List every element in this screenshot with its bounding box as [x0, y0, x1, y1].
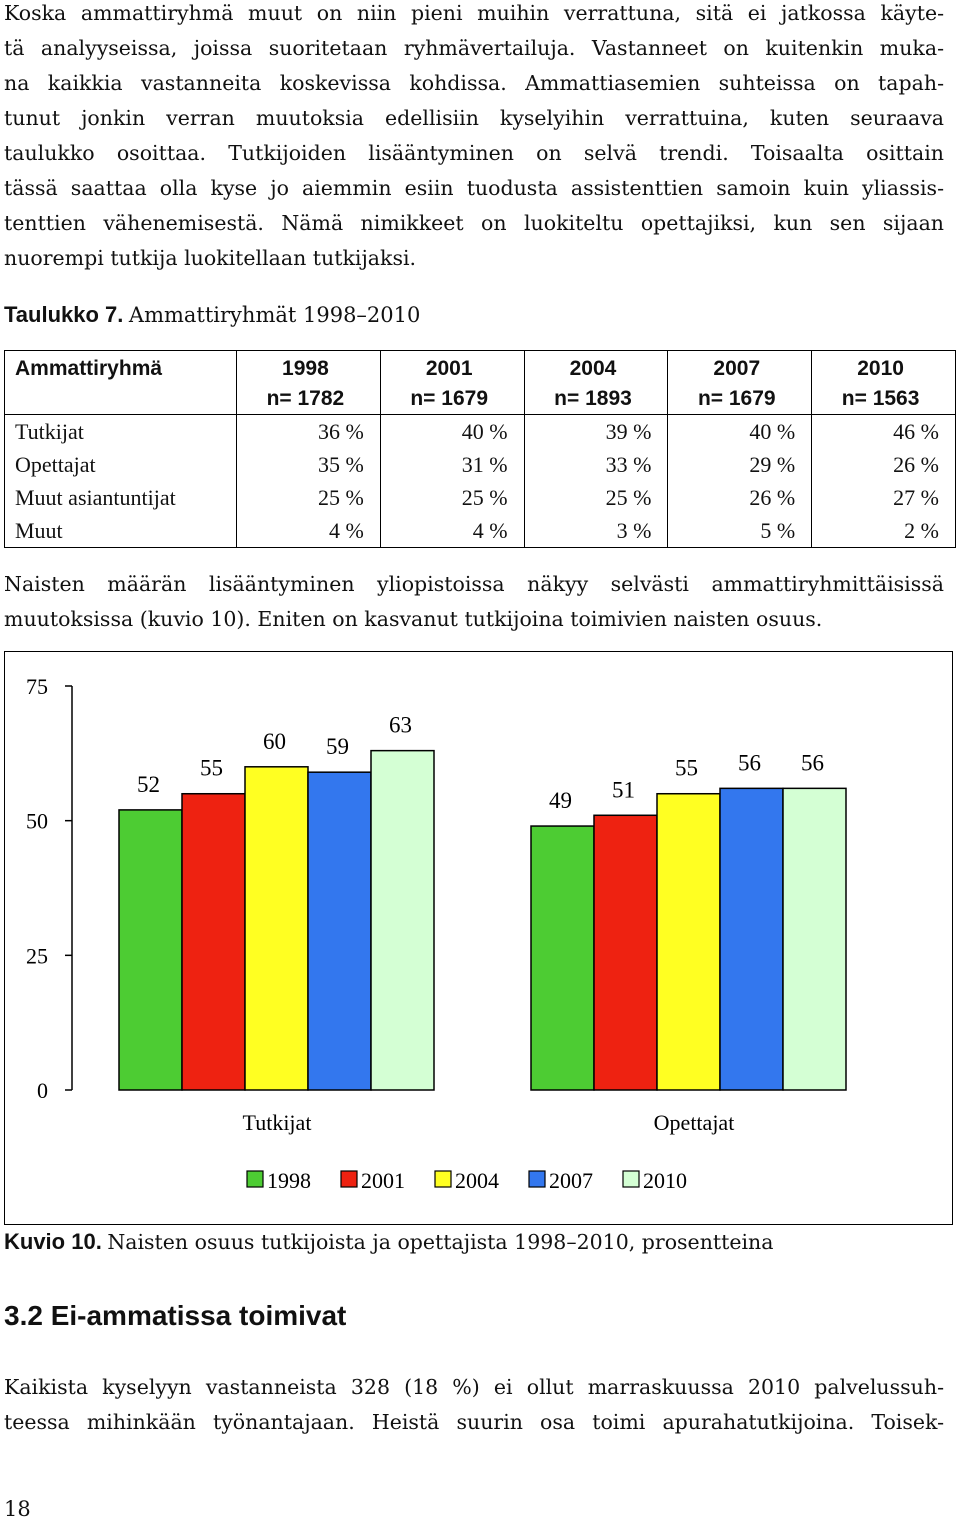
page-number: 18 [4, 1497, 31, 1521]
row-label: Opettajat [15, 451, 96, 477]
figure-caption-text: Naisten osuus tutkijoista ja opettajista… [107, 1230, 774, 1254]
category-label: Opettajat [654, 1110, 735, 1135]
bar [244, 766, 309, 1091]
cell: 39 % [523, 414, 668, 448]
figure-caption-label: Kuvio 10. [4, 1229, 102, 1254]
intro-line: taulukko osoittaa. Tutkijoiden lisääntym… [4, 141, 944, 165]
legend-label: 2007 [549, 1168, 593, 1193]
legend-label: 2001 [361, 1168, 405, 1193]
intro-line: tunut jonkin verran muutoksia edellisiin… [4, 106, 944, 130]
cell: 35 % [236, 448, 381, 481]
header-year-2007: 2007 n= 1679 [667, 350, 812, 415]
bar-value-label: 55 [675, 756, 698, 781]
header-year-2010: 2010 n= 1563 [811, 350, 956, 415]
final-line: Kaikista kyselyyn vastanneista 328 (18 %… [4, 1375, 944, 1399]
cell: 26 % [667, 481, 812, 514]
bar-value-label: 63 [389, 713, 412, 738]
bar [593, 814, 658, 1091]
y-tick-label: 50 [26, 809, 48, 834]
legend-label: 2004 [455, 1168, 499, 1193]
bar-value-label: 59 [326, 734, 349, 759]
cell: 33 % [523, 448, 668, 481]
table-caption-label: Taulukko 7. [4, 302, 124, 327]
cell: 27 % [811, 481, 956, 514]
table-row: Muut 4 % 4 % 3 % 5 % 2 % [5, 514, 956, 548]
bar [782, 787, 847, 1091]
header-year-1998: 1998 n= 1782 [236, 350, 381, 415]
cell: 4 % [236, 514, 381, 548]
table-caption: Taulukko 7. Ammattiryhmät 1998–2010 [4, 302, 420, 328]
category-label: Tutkijat [243, 1110, 312, 1135]
bar-value-label: 49 [549, 788, 572, 813]
intro-line: Koska ammattiryhmä muut on niin pieni mu… [4, 1, 944, 25]
cell: 40 % [667, 414, 812, 448]
bar [181, 792, 246, 1091]
cell: 25 % [236, 481, 381, 514]
bar [719, 787, 784, 1091]
cell: 26 % [811, 448, 956, 481]
middle-paragraph: Naisten määrän lisääntyminen yliopistois… [4, 567, 944, 637]
final-line: teessa mihinkään työnantajaan. Heistä su… [4, 1410, 944, 1434]
legend-label: 2010 [643, 1168, 687, 1193]
table-header-row: Ammattiryhmä 1998 n= 1782 2001 n= 1679 200… [4, 350, 956, 415]
cell: 25 % [523, 481, 668, 514]
cell: 29 % [667, 448, 812, 481]
intro-line: nuorempi tutkija luokitellaan tutkijaksi… [4, 246, 417, 270]
bar-chart: 0 25 50 75 52 55 60 59 63 Tutkijat 49 51 55 56 56 Opett… [26, 674, 847, 1193]
cell: 25 % [379, 481, 525, 514]
bar [307, 771, 372, 1091]
chart-frame: 0 25 50 75 52 55 60 59 63 Tutkijat 49 51 55 56 56 Opett… [4, 651, 953, 1225]
bar-value-label: 60 [263, 729, 286, 754]
cell: 36 % [236, 414, 381, 448]
intro-paragraph: Koska ammattiryhmä muut on niin pieni mu… [4, 0, 944, 276]
intro-line: tä analyyseissa, joissa suoritetaan ryhm… [4, 36, 944, 60]
bar-value-label: 51 [612, 777, 635, 802]
cell: 3 % [523, 514, 668, 548]
header-group: Ammattiryhmä [4, 350, 237, 415]
row-label: Tutkijat [15, 418, 84, 444]
middle-line: Naisten määrän lisääntyminen yliopistois… [4, 572, 944, 596]
legend-swatch [246, 1170, 264, 1188]
intro-line: tenttien vähenemisestä. Nämä nimikkeet o… [4, 211, 944, 235]
cell: 5 % [667, 514, 812, 548]
legend-swatch [622, 1170, 640, 1188]
y-tick-label: 0 [37, 1078, 48, 1103]
cell: 2 % [811, 514, 956, 548]
bar-value-label: 52 [137, 772, 160, 797]
legend-swatch [340, 1170, 358, 1188]
figure-caption: Kuvio 10. Naisten osuus tutkijoista ja o… [4, 1229, 773, 1255]
table-row: Muut asiantuntijat 25 % 25 % 25 % 26 % 2… [5, 481, 956, 514]
bar [118, 809, 183, 1091]
legend-label: 1998 [267, 1168, 311, 1193]
row-label: Muut asiantuntijat [15, 484, 176, 510]
cell: 31 % [379, 448, 525, 481]
occupation-table: Ammattiryhmä 1998 n= 1782 2001 n= 1679 200… [4, 350, 956, 548]
cell: 4 % [379, 514, 525, 548]
intro-line: tässä saattaa olla kyse jo aiemmin esiin… [4, 176, 944, 200]
section-heading: 3.2 Ei-ammatissa toimivat [4, 1300, 347, 1331]
bar [530, 825, 595, 1091]
bar-value-label: 56 [738, 750, 761, 775]
bar [370, 749, 435, 1091]
legend-swatch [528, 1170, 546, 1188]
y-tick-label: 75 [26, 674, 48, 699]
row-label: Muut [15, 517, 63, 543]
cell: 40 % [379, 414, 525, 448]
bar-value-label: 56 [801, 750, 824, 775]
middle-line: muutoksissa (kuvio 10). Eniten on kasvan… [4, 607, 823, 631]
table-row: Opettajat 35 % 31 % 33 % 29 % 26 % [5, 448, 956, 481]
final-paragraph: Kaikista kyselyyn vastanneista 328 (18 %… [4, 1370, 944, 1440]
legend-swatch [434, 1170, 452, 1188]
cell: 46 % [811, 414, 956, 448]
header-year-2001: 2001 n= 1679 [379, 350, 525, 415]
bar-value-label: 55 [200, 756, 223, 781]
table-row: Tutkijat 36 % 40 % 39 % 40 % 46 % [5, 414, 956, 448]
header-year-2004: 2004 n= 1893 [523, 350, 668, 415]
bar [656, 792, 721, 1091]
intro-line: na kaikkia vastanneita koskevissa kohdis… [4, 71, 944, 95]
table-caption-text: Ammattiryhmät 1998–2010 [128, 303, 421, 327]
y-tick-label: 25 [26, 943, 48, 968]
